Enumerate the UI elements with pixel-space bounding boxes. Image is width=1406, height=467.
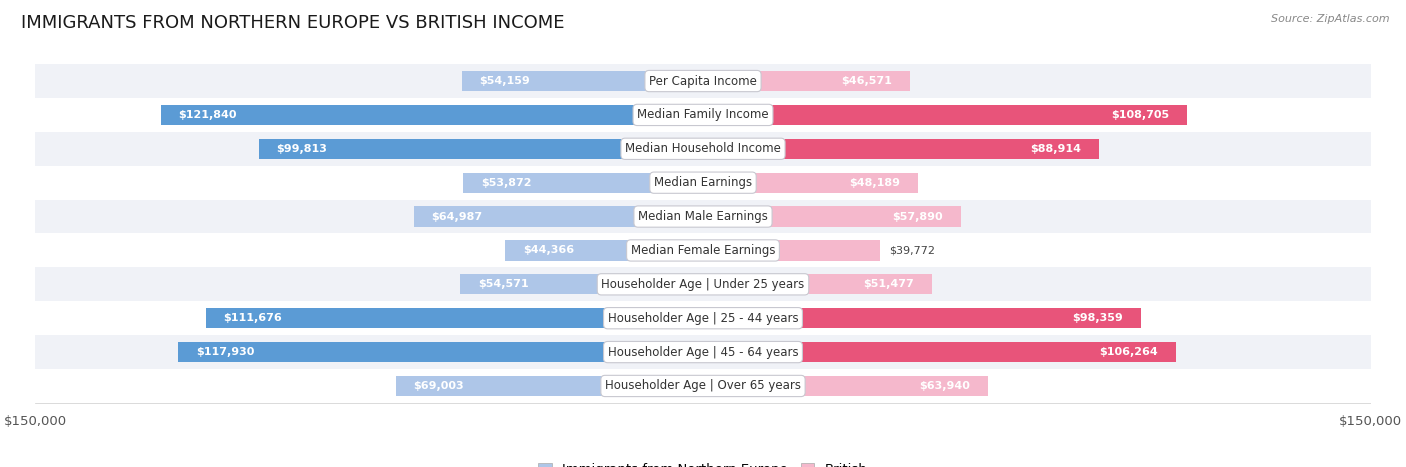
Text: $69,003: $69,003: [413, 381, 464, 391]
Bar: [259, 139, 703, 159]
Text: $39,772: $39,772: [889, 246, 935, 255]
Text: Householder Age | Under 25 years: Householder Age | Under 25 years: [602, 278, 804, 291]
Bar: [35, 166, 1371, 199]
Bar: [35, 369, 1371, 403]
Bar: [460, 274, 703, 295]
Text: Median Family Income: Median Family Income: [637, 108, 769, 121]
Bar: [506, 241, 703, 261]
Text: $111,676: $111,676: [224, 313, 283, 323]
Text: Source: ZipAtlas.com: Source: ZipAtlas.com: [1271, 14, 1389, 24]
Text: Median Male Earnings: Median Male Earnings: [638, 210, 768, 223]
Text: $54,159: $54,159: [479, 76, 530, 86]
Bar: [703, 105, 1187, 125]
Text: $108,705: $108,705: [1111, 110, 1170, 120]
Text: $99,813: $99,813: [277, 144, 328, 154]
Bar: [35, 268, 1371, 301]
Text: Householder Age | 45 - 64 years: Householder Age | 45 - 64 years: [607, 346, 799, 359]
Text: Householder Age | 25 - 44 years: Householder Age | 25 - 44 years: [607, 311, 799, 325]
Text: $121,840: $121,840: [179, 110, 236, 120]
Bar: [35, 301, 1371, 335]
Bar: [703, 139, 1099, 159]
Text: Median Female Earnings: Median Female Earnings: [631, 244, 775, 257]
Text: Median Earnings: Median Earnings: [654, 176, 752, 189]
Bar: [35, 199, 1371, 234]
Text: Per Capita Income: Per Capita Income: [650, 75, 756, 87]
Text: $46,571: $46,571: [842, 76, 893, 86]
Text: $98,359: $98,359: [1073, 313, 1123, 323]
Text: $57,890: $57,890: [893, 212, 943, 221]
Text: IMMIGRANTS FROM NORTHERN EUROPE VS BRITISH INCOME: IMMIGRANTS FROM NORTHERN EUROPE VS BRITI…: [21, 14, 565, 32]
Text: Median Household Income: Median Household Income: [626, 142, 780, 156]
Bar: [395, 376, 703, 396]
Bar: [35, 64, 1371, 98]
Text: $106,264: $106,264: [1099, 347, 1159, 357]
Bar: [703, 71, 910, 91]
Bar: [35, 234, 1371, 268]
Bar: [205, 308, 703, 328]
Text: $53,872: $53,872: [481, 177, 531, 188]
Bar: [703, 376, 987, 396]
Bar: [703, 206, 960, 226]
Bar: [703, 274, 932, 295]
Text: Householder Age | Over 65 years: Householder Age | Over 65 years: [605, 380, 801, 392]
Text: $48,189: $48,189: [849, 177, 900, 188]
Bar: [35, 335, 1371, 369]
Text: $64,987: $64,987: [432, 212, 482, 221]
Bar: [35, 132, 1371, 166]
Bar: [703, 172, 918, 193]
Text: $54,571: $54,571: [478, 279, 529, 290]
Bar: [703, 342, 1177, 362]
Bar: [413, 206, 703, 226]
Bar: [463, 172, 703, 193]
Bar: [703, 308, 1140, 328]
Text: $63,940: $63,940: [920, 381, 970, 391]
Bar: [461, 71, 703, 91]
Bar: [179, 342, 703, 362]
Bar: [160, 105, 703, 125]
Legend: Immigrants from Northern Europe, British: Immigrants from Northern Europe, British: [538, 463, 868, 467]
Bar: [703, 241, 880, 261]
Text: $51,477: $51,477: [863, 279, 914, 290]
Text: $117,930: $117,930: [195, 347, 254, 357]
Text: $44,366: $44,366: [523, 246, 575, 255]
Bar: [35, 98, 1371, 132]
Text: $88,914: $88,914: [1031, 144, 1081, 154]
